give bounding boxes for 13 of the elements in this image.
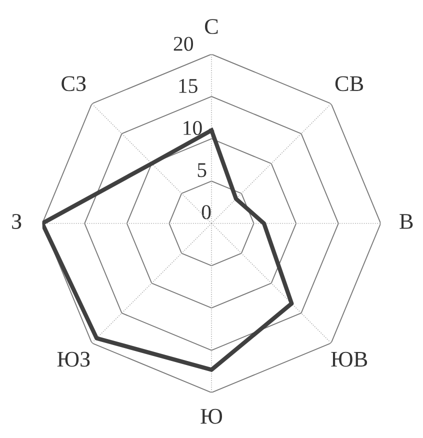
y-tick-label: 10: [184, 120, 202, 136]
spoke-label: С: [205, 19, 218, 34]
spoke-label: ЮЗ: [57, 352, 90, 367]
y-tick-label: 5: [198, 163, 206, 178]
spoke-label: СВ: [335, 76, 364, 92]
spoke-label: Ю: [200, 408, 222, 424]
y-tick-label: 0: [202, 205, 211, 220]
spoke-label: З: [12, 214, 22, 229]
spoke-label: СЗ: [62, 76, 86, 92]
spoke-label: В: [400, 214, 413, 229]
spoke-label: ЮВ: [331, 352, 368, 367]
y-tick-label: 15: [179, 78, 198, 93]
y-tick-label: 20: [174, 36, 194, 51]
